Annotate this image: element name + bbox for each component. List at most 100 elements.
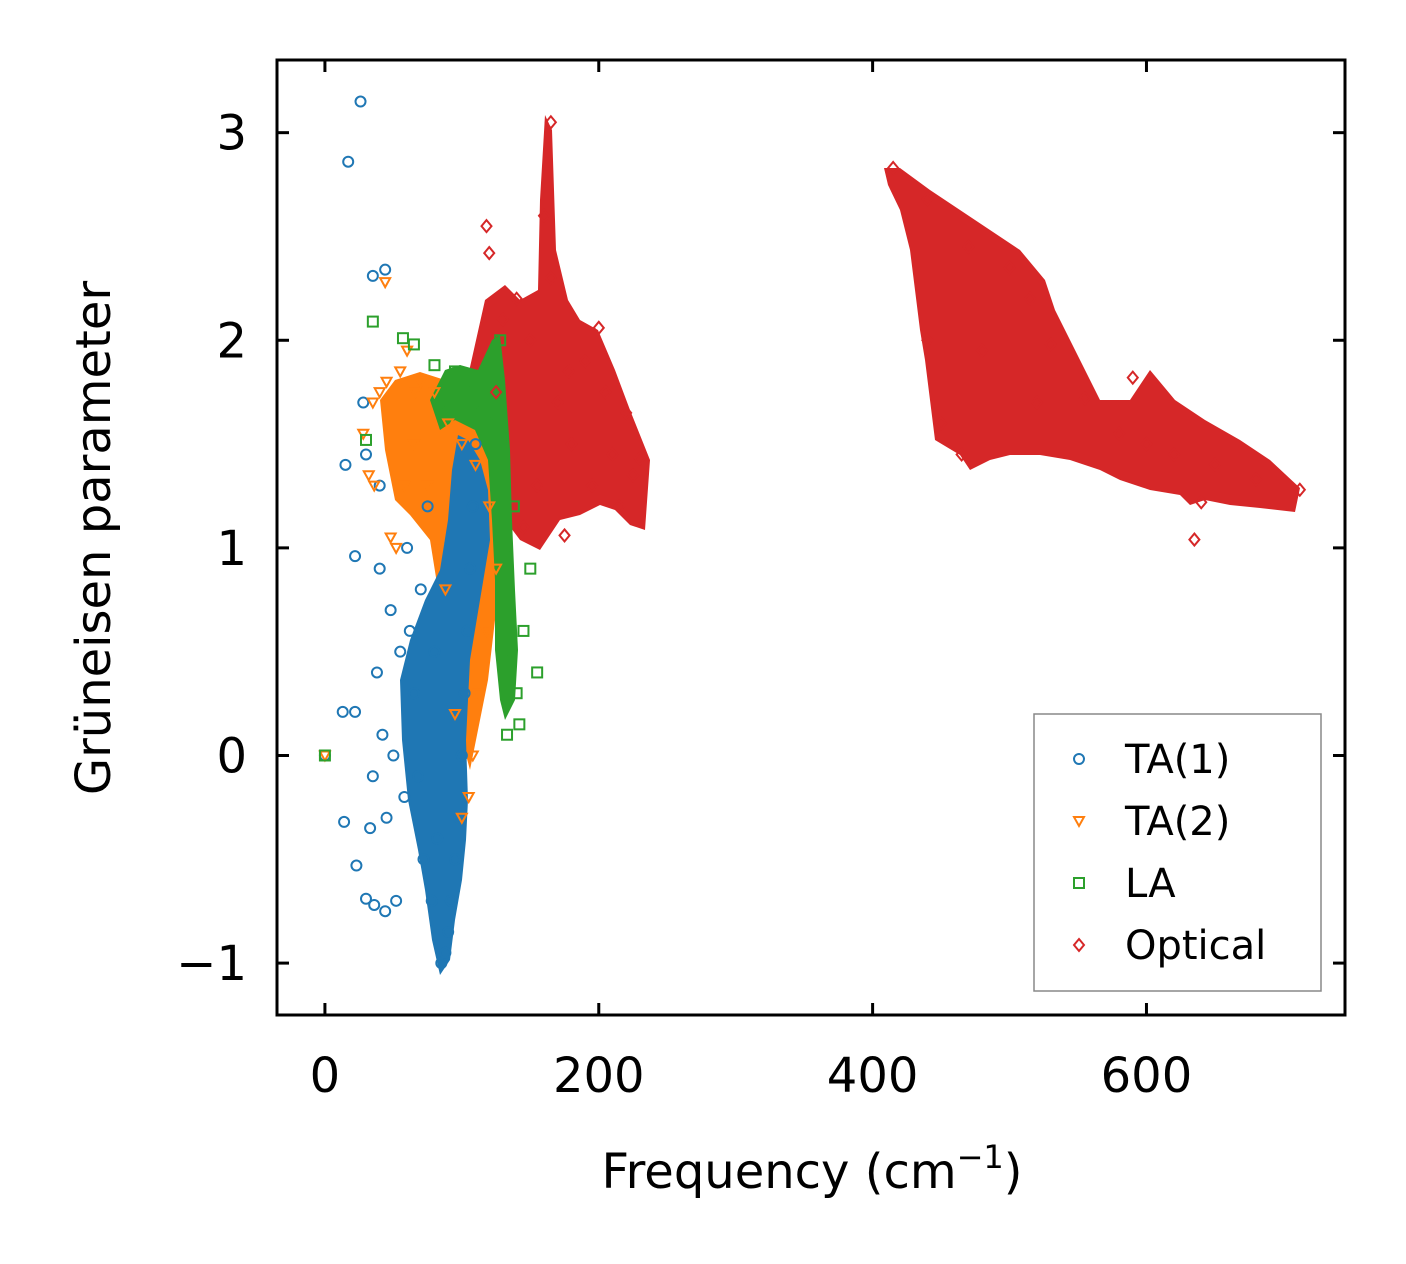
ta-2-point xyxy=(366,397,380,410)
la-point xyxy=(501,728,514,741)
la-point xyxy=(407,338,420,351)
optical-cluster-low-region xyxy=(468,115,650,550)
la-point xyxy=(502,604,515,617)
ta-1-point xyxy=(464,562,477,575)
legend-label-optical: Optical xyxy=(1125,923,1266,969)
ta-1-point xyxy=(373,562,386,575)
optical-point xyxy=(1293,482,1307,498)
ta-1-point xyxy=(417,853,430,866)
la-point xyxy=(462,386,475,399)
optical-point xyxy=(562,363,575,379)
optical-point xyxy=(1194,494,1208,510)
ta-1-point xyxy=(412,770,425,783)
ta-1-point xyxy=(357,396,370,409)
legend-label-ta-2: TA(2) xyxy=(1124,799,1230,845)
optical-point xyxy=(524,332,537,348)
ta-2-point xyxy=(389,542,403,555)
optical-point xyxy=(934,415,948,431)
optical-point xyxy=(482,245,496,261)
ta-2-point xyxy=(378,277,392,290)
optical-point xyxy=(955,446,968,463)
ta-1-point xyxy=(370,666,383,679)
la-point xyxy=(513,718,526,731)
optical-point xyxy=(619,405,633,421)
optical-point xyxy=(1044,336,1057,352)
y-axis-label: Grüneisen parameter xyxy=(66,281,122,796)
optical-cluster-high-region xyxy=(884,168,1300,512)
ta-2-point xyxy=(414,376,428,389)
ta-1-point xyxy=(354,95,367,108)
ta-2-point xyxy=(430,542,444,555)
optical-point xyxy=(585,478,599,494)
la-point xyxy=(442,396,455,409)
la-point xyxy=(366,315,379,328)
ta-2-point xyxy=(479,625,494,638)
optical-point xyxy=(921,332,934,348)
optical-point xyxy=(1140,436,1153,452)
ta-2-point xyxy=(397,480,412,493)
ta1-cluster-region xyxy=(400,435,490,975)
optical-point xyxy=(1030,394,1044,411)
la-point xyxy=(469,375,482,388)
ta-1-point xyxy=(366,770,379,783)
ta-1-point xyxy=(379,263,392,276)
la-point xyxy=(531,666,544,679)
optical-point xyxy=(1208,457,1222,473)
ta-1-point xyxy=(366,269,379,282)
optical-point xyxy=(1078,390,1092,406)
la-point xyxy=(396,332,409,345)
ta-2-point xyxy=(482,501,496,514)
la-point xyxy=(524,562,537,575)
ta-2-point xyxy=(383,532,398,545)
la-point xyxy=(318,749,331,762)
ta-2-point xyxy=(468,459,483,472)
optical-point xyxy=(886,160,900,176)
ta-1-point xyxy=(435,957,448,970)
ta-2-point xyxy=(466,750,480,763)
optical-point xyxy=(1249,471,1263,487)
legend-label-la: LA xyxy=(1125,861,1176,907)
ta-2-point xyxy=(393,366,407,379)
ta-2-point xyxy=(408,387,422,400)
optical-point xyxy=(551,394,564,411)
y-tick-label: 2 xyxy=(216,313,247,369)
la-point xyxy=(505,645,518,658)
optical-point xyxy=(544,270,558,286)
ta-1-point xyxy=(384,604,397,617)
ta-1-point xyxy=(458,687,471,700)
ta-2-point xyxy=(362,470,376,483)
ta-2-point xyxy=(455,439,469,452)
ta-1-point xyxy=(380,811,393,824)
ta-1-point xyxy=(390,894,403,907)
ta-2-point xyxy=(455,812,469,825)
ta-2-point xyxy=(372,387,387,400)
ta-2-point xyxy=(379,376,394,389)
legend-box xyxy=(1033,713,1322,992)
la-point xyxy=(510,687,523,700)
ta-1-point xyxy=(444,894,457,907)
optical-point xyxy=(565,436,578,452)
ta-1-point xyxy=(449,853,461,866)
y-tick-label: −1 xyxy=(176,936,247,992)
optical-point xyxy=(1003,260,1016,276)
la-point xyxy=(494,334,507,347)
ta-2-point xyxy=(489,563,503,576)
y-axis-ticks: −1 0 1 2 3 xyxy=(176,106,1345,992)
ta-2-point xyxy=(427,387,442,400)
legend: TA(1) TA(2) LA Optical xyxy=(1033,713,1322,992)
optical-point xyxy=(517,519,530,535)
optical-point xyxy=(592,320,606,336)
optical-point xyxy=(606,446,619,463)
optical-point xyxy=(544,114,558,130)
x-tick-label: 400 xyxy=(827,1048,919,1104)
optical-point xyxy=(510,291,523,307)
ta-1-point xyxy=(349,705,362,718)
y-tick-label: 3 xyxy=(216,106,247,162)
ta-1-point xyxy=(350,859,363,872)
la-point xyxy=(496,438,509,451)
ta-1-point xyxy=(368,898,381,911)
ta-1-point xyxy=(439,946,452,959)
la-cluster-region xyxy=(430,335,518,720)
